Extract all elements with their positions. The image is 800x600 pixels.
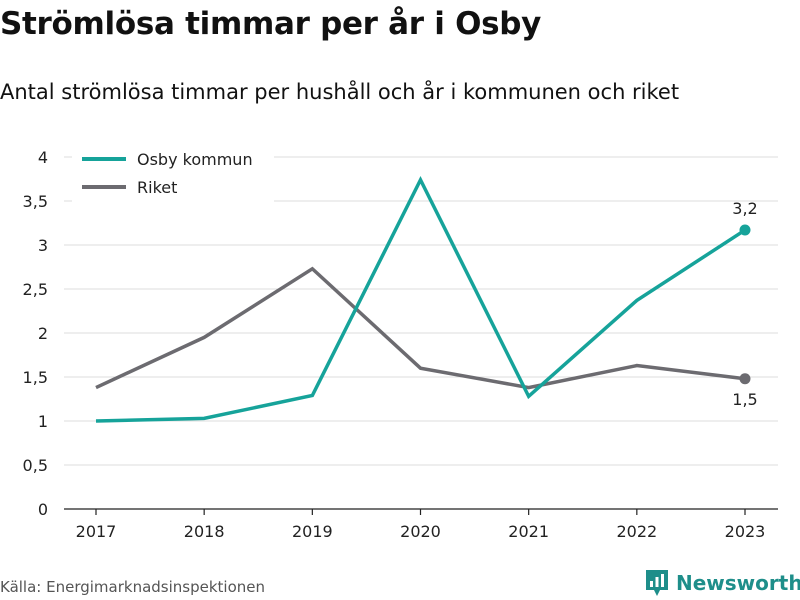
series-lines: 1,5 3,2 [95, 175, 758, 423]
series-end-label: 3,2 [732, 199, 757, 218]
x-axis: 2017 2018 2019 2020 2021 2022 2023 [64, 508, 778, 541]
y-tick-label: 2,5 [23, 280, 48, 299]
y-tick-label: 0,5 [23, 456, 48, 475]
x-tick-label: 2023 [725, 522, 766, 541]
brand-logo: Newsworthy [644, 568, 800, 598]
series-end-point [739, 224, 751, 236]
y-tick-label: 1 [38, 412, 48, 431]
source-note: Källa: Energimarknadsinspektionen [0, 578, 266, 596]
legend-label: Riket [137, 178, 177, 197]
y-axis: 0 0,5 1 1,5 2 2,5 3 3,5 4 [23, 148, 48, 519]
y-tick-label: 1,5 [23, 368, 48, 387]
series-end-label: 1,5 [732, 390, 757, 409]
legend-background [72, 146, 274, 206]
x-tick-label: 2021 [508, 522, 549, 541]
x-tick-label: 2017 [76, 522, 117, 541]
series-line [95, 175, 746, 423]
chart-subtitle: Antal strömlösa timmar per hushåll och å… [0, 80, 680, 104]
y-tick-label: 0 [38, 500, 48, 519]
y-tick-label: 3,5 [23, 192, 48, 211]
chart-title: Strömlösa timmar per år i Osby [0, 6, 542, 42]
x-tick-label: 2019 [292, 522, 333, 541]
y-tick-label: 3 [38, 236, 48, 255]
series-line [95, 266, 746, 390]
y-tick-label: 2 [38, 324, 48, 343]
y-tick-label: 4 [38, 148, 48, 167]
x-tick-label: 2022 [616, 522, 657, 541]
x-tick-label: 2020 [400, 522, 441, 541]
legend-label: Osby kommun [137, 150, 253, 169]
newsworthy-logo-icon [646, 570, 668, 596]
x-tick-label: 2018 [184, 522, 225, 541]
series-end-point [739, 373, 751, 385]
legend: Osby kommun Riket [72, 146, 274, 206]
brand-name: Newsworthy [676, 571, 800, 595]
